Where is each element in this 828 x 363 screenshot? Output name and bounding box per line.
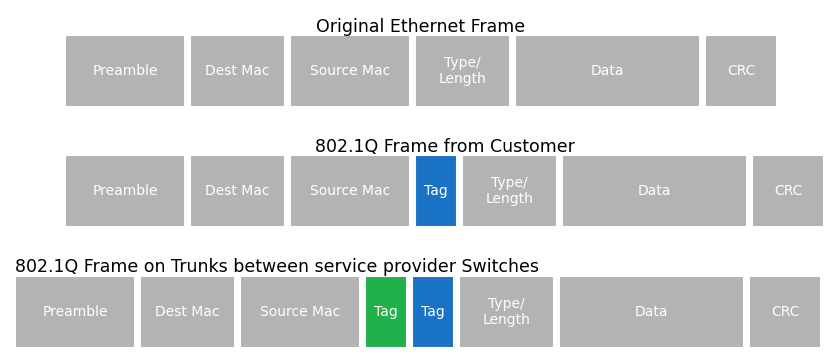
Text: Preamble: Preamble (42, 305, 108, 319)
Bar (290, 35, 410, 107)
Bar (514, 35, 699, 107)
Text: Data: Data (634, 305, 667, 319)
Text: Type/
Length: Type/ Length (438, 56, 486, 86)
Text: Source Mac: Source Mac (259, 305, 339, 319)
Bar (65, 35, 185, 107)
Text: Tag: Tag (373, 305, 397, 319)
Bar (65, 155, 185, 227)
Bar (415, 155, 456, 227)
Text: Original Ethernet Frame: Original Ethernet Frame (316, 18, 525, 36)
Text: Type/
Length: Type/ Length (485, 176, 532, 206)
Text: Type/
Length: Type/ Length (482, 297, 530, 327)
Text: Tag: Tag (421, 305, 445, 319)
Text: Data: Data (590, 64, 623, 78)
Bar (751, 155, 823, 227)
Text: Preamble: Preamble (92, 64, 157, 78)
Text: 802.1Q Frame from Customer: 802.1Q Frame from Customer (314, 138, 574, 156)
Text: CRC: CRC (773, 184, 802, 198)
Bar (461, 155, 556, 227)
Text: Dest Mac: Dest Mac (205, 184, 269, 198)
Text: Source Mac: Source Mac (310, 64, 390, 78)
Text: CRC: CRC (726, 64, 754, 78)
Text: Dest Mac: Dest Mac (205, 64, 269, 78)
Text: Preamble: Preamble (92, 184, 157, 198)
Text: Source Mac: Source Mac (310, 184, 390, 198)
Bar (459, 276, 553, 348)
Text: 802.1Q Frame on Trunks between service provider Switches: 802.1Q Frame on Trunks between service p… (15, 258, 538, 276)
Bar (290, 155, 410, 227)
Bar (412, 276, 454, 348)
Bar (15, 276, 135, 348)
Bar (748, 276, 820, 348)
Text: CRC: CRC (770, 305, 798, 319)
Bar (140, 276, 234, 348)
Bar (704, 35, 776, 107)
Text: Dest Mac: Dest Mac (155, 305, 219, 319)
Bar (364, 276, 407, 348)
Bar (240, 276, 359, 348)
Text: Tag: Tag (424, 184, 447, 198)
Bar (561, 155, 746, 227)
Bar (190, 35, 285, 107)
Bar (190, 155, 285, 227)
Text: Data: Data (637, 184, 671, 198)
Bar (415, 35, 509, 107)
Bar (558, 276, 743, 348)
